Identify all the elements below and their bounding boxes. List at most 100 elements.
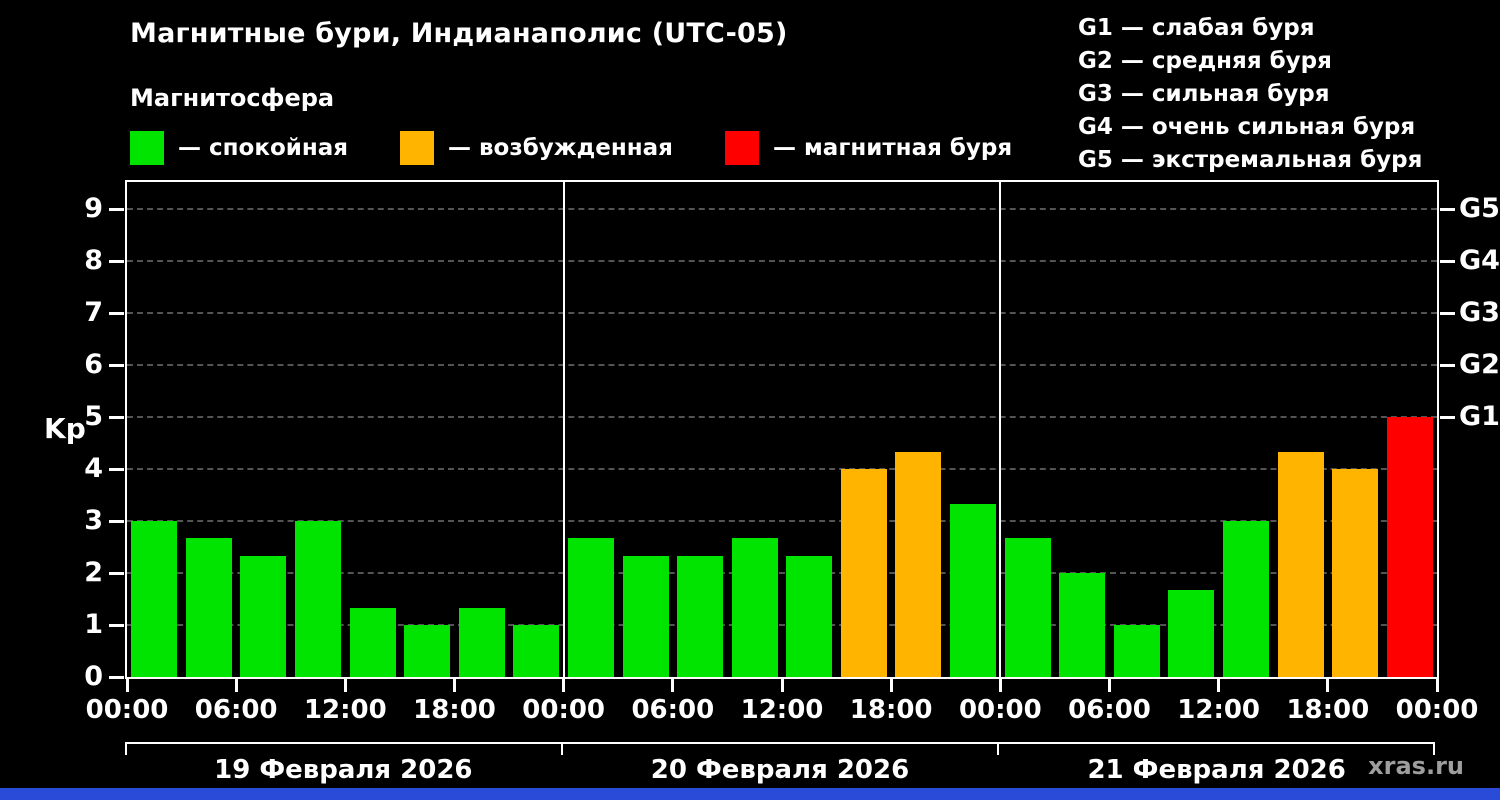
kp-bar [131, 521, 178, 677]
date-label-day3: 21 Февраля 2026 [1087, 755, 1346, 785]
y-axis-tick [109, 415, 124, 419]
x-tick-label: 18:00 [849, 695, 933, 725]
date-axis: 19 Февраля 2026 20 Февраля 2026 21 Февра… [125, 742, 1435, 785]
kp-bar [786, 555, 833, 677]
x-tick-label: 00:00 [522, 695, 606, 725]
g-scale-legend: G1 — слабая буря G2 — средняя буря G3 — … [1078, 12, 1422, 177]
legend-item-excited: — возбужденная [400, 131, 673, 165]
g-tick-label: G4 [1459, 245, 1500, 276]
g-legend-line-g5: G5 — экстремальная буря [1078, 147, 1423, 173]
x-axis-tick [780, 679, 784, 692]
y-axis-label: Kp [44, 412, 86, 445]
x-axis-tick [343, 679, 347, 692]
x-axis-tick [562, 679, 566, 692]
gridline-kp-5 [127, 416, 1437, 418]
y-tick-label: 5 [84, 401, 103, 432]
g-tick-label: G5 [1459, 193, 1500, 224]
x-tick-label: 00:00 [1395, 695, 1479, 725]
kp-bar [1386, 417, 1433, 677]
day-boundary-line [999, 182, 1002, 677]
kp-bar [1277, 451, 1324, 677]
y-axis-tick [109, 259, 124, 263]
g-tick-label: G1 [1459, 401, 1500, 432]
y-tick-label: 8 [84, 245, 103, 276]
y-axis-tick [109, 311, 124, 315]
x-tick-label: 06:00 [631, 695, 715, 725]
kp-bar [895, 451, 942, 677]
y-tick-label: 7 [84, 297, 103, 328]
g-axis-tick [1440, 415, 1455, 419]
g-legend-line-g3: G3 — сильная буря [1078, 81, 1330, 107]
legend-item-storm: — магнитная буря [725, 131, 1012, 165]
plot-area: 0 1 2 3 4 5 6 7 8 9 G1 G2 G3 G4 G5 00:00 06:00 12:00 18:00… [84, 180, 1500, 725]
kp-bar [1332, 469, 1379, 677]
g-tick-label: G3 [1459, 297, 1500, 328]
g-axis-tick [1440, 311, 1455, 315]
legend-item-label: — спокойная [178, 135, 349, 161]
x-axis-tick [889, 679, 893, 692]
x-tick-label: 18:00 [413, 695, 496, 725]
gridline-kp-2 [127, 572, 1437, 574]
gridline-kp-9 [127, 208, 1437, 210]
bottom-strip [0, 788, 1500, 800]
x-axis-tick [1435, 679, 1439, 692]
gridline-kp-1 [127, 624, 1437, 626]
y-tick-label: 4 [84, 453, 103, 484]
kp-bar [240, 555, 287, 677]
y-tick-label: 3 [84, 505, 103, 536]
excited-color-swatch [400, 131, 434, 165]
y-axis-tick [109, 207, 124, 211]
x-axis-tick [1326, 679, 1330, 692]
x-tick-label: 12:00 [1177, 695, 1261, 725]
y-tick-label: 6 [84, 349, 103, 380]
g-tick-label: G2 [1459, 349, 1500, 380]
date-axis-tick [1433, 742, 1435, 755]
legend-item-label: — магнитная буря [773, 135, 1013, 161]
y-tick-label: 1 [84, 609, 103, 640]
kp-bar [622, 555, 669, 677]
x-axis-tick [453, 679, 456, 692]
storm-color-swatch [725, 131, 759, 165]
date-axis-tick [125, 742, 127, 755]
gridline-kp-6 [127, 364, 1437, 366]
date-axis-tick [560, 742, 563, 755]
kp-bar [950, 503, 997, 677]
kp-bar [295, 521, 342, 677]
x-tick-label: 12:00 [740, 695, 824, 725]
y-axis-tick [109, 467, 124, 471]
x-tick-label: 06:00 [194, 695, 278, 725]
y-axis-tick [109, 519, 124, 523]
legend-item-calm: — спокойная [130, 131, 348, 165]
g-legend-line-g2: G2 — средняя буря [1078, 48, 1332, 74]
legend-item-label: — возбужденная [448, 135, 673, 161]
kp-bar [349, 607, 396, 677]
gridline-kp-7 [127, 312, 1437, 314]
g-legend-line-g1: G1 — слабая буря [1078, 15, 1315, 41]
y-axis-tick [109, 363, 124, 367]
g-axis-tick [1440, 207, 1455, 211]
date-label-day1: 19 Февраля 2026 [214, 755, 473, 785]
kp-bar [1168, 590, 1215, 677]
kp-bar [458, 607, 505, 677]
kp-bar [1004, 538, 1051, 677]
x-axis-tick [671, 679, 675, 692]
x-tick-label: 00:00 [958, 695, 1042, 725]
kp-bar [1113, 625, 1160, 677]
gridline-kp-8 [127, 260, 1437, 262]
x-tick-label: 12:00 [303, 695, 387, 725]
kp-bar [1222, 521, 1269, 677]
kp-bar [677, 555, 724, 677]
date-axis-tick [997, 742, 1000, 755]
subtitle-magnetosphere: Магнитосфера [130, 84, 335, 112]
day-boundary-line [562, 182, 565, 677]
date-label-day2: 20 Февраля 2026 [650, 755, 910, 785]
g-legend-line-g4: G4 — очень сильная буря [1078, 114, 1416, 140]
g-axis-tick [1440, 259, 1455, 263]
x-tick-label: 00:00 [85, 695, 169, 725]
kp-bar [513, 625, 560, 677]
y-tick-label: 2 [84, 557, 103, 588]
kp-bar [1059, 573, 1106, 677]
watermark: xras.ru [1368, 752, 1464, 780]
page-title: Магнитные бури, Индианаполис (UTC-05) [130, 18, 788, 49]
